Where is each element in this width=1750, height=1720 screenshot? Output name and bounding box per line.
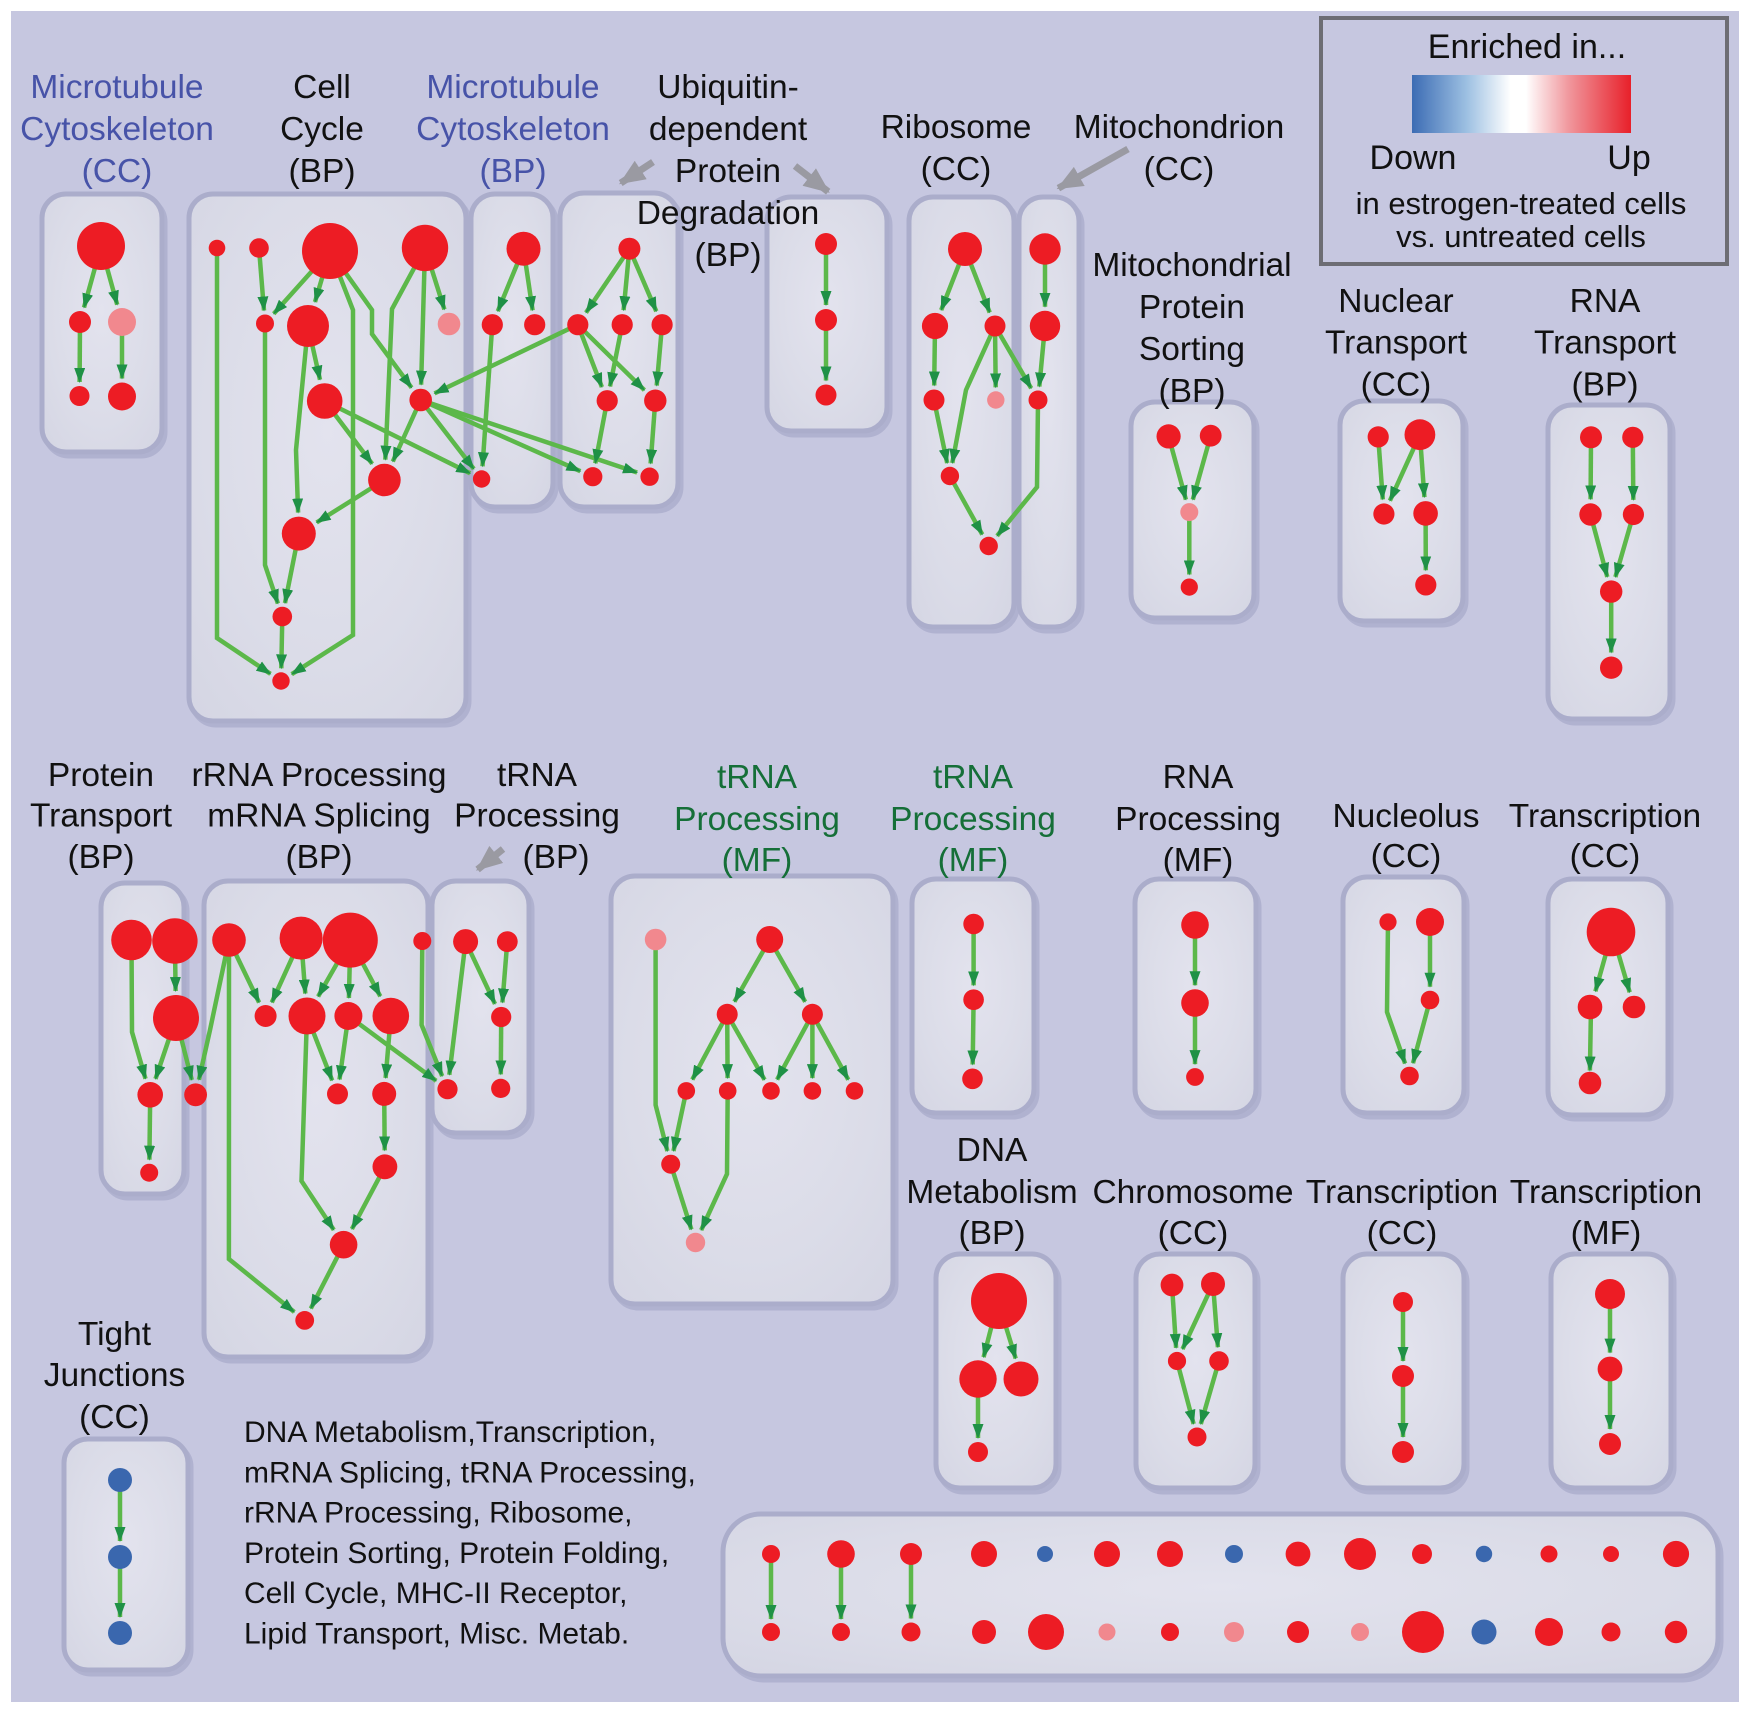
svg-text:rRNA Processing, Ribosome,: rRNA Processing, Ribosome, — [244, 1497, 632, 1530]
svg-text:Tight: Tight — [78, 1316, 152, 1353]
svg-text:Up: Up — [1607, 139, 1650, 177]
svg-text:Degradation: Degradation — [637, 195, 820, 232]
svg-text:Metabolism: Metabolism — [906, 1174, 1077, 1211]
svg-text:(BP): (BP) — [480, 153, 547, 190]
svg-text:Microtubule: Microtubule — [30, 69, 203, 106]
svg-text:Protein: Protein — [1139, 289, 1245, 326]
svg-text:(BP): (BP) — [286, 839, 353, 876]
svg-text:RNA: RNA — [1570, 283, 1641, 320]
svg-text:Transport: Transport — [30, 798, 173, 835]
svg-text:RNA: RNA — [1163, 759, 1234, 796]
svg-text:(MF): (MF) — [1571, 1215, 1642, 1252]
svg-text:Mitochondrion: Mitochondrion — [1074, 109, 1284, 146]
svg-text:rRNA Processing: rRNA Processing — [191, 757, 446, 794]
svg-text:Processing: Processing — [890, 801, 1056, 838]
svg-text:(MF): (MF) — [1163, 842, 1234, 879]
svg-text:Ribosome: Ribosome — [881, 109, 1032, 146]
svg-text:Sorting: Sorting — [1139, 331, 1245, 368]
svg-text:(BP): (BP) — [289, 153, 356, 190]
svg-text:(MF): (MF) — [722, 842, 793, 879]
svg-text:(CC): (CC) — [82, 153, 153, 190]
svg-text:Ubiquitin-: Ubiquitin- — [657, 69, 799, 106]
svg-text:Transport: Transport — [1534, 325, 1677, 362]
svg-text:tRNA: tRNA — [717, 759, 798, 796]
svg-text:(BP): (BP) — [68, 839, 135, 876]
svg-text:DNA Metabolism,Transcription,: DNA Metabolism,Transcription, — [244, 1416, 656, 1449]
svg-text:Down: Down — [1370, 139, 1457, 177]
svg-text:tRNA: tRNA — [933, 759, 1014, 796]
svg-text:(CC): (CC) — [1361, 367, 1432, 404]
svg-text:Transcription: Transcription — [1306, 1174, 1498, 1211]
svg-text:(BP): (BP) — [1159, 373, 1226, 410]
svg-text:Transcription: Transcription — [1509, 798, 1701, 835]
svg-text:Cytoskeleton: Cytoskeleton — [416, 111, 610, 148]
svg-text:mRNA Splicing, tRNA Processing: mRNA Splicing, tRNA Processing, — [244, 1456, 696, 1489]
svg-text:Processing: Processing — [674, 801, 840, 838]
svg-text:(BP): (BP) — [959, 1215, 1026, 1252]
svg-text:(BP): (BP) — [1572, 367, 1639, 404]
svg-text:Transcription: Transcription — [1510, 1174, 1702, 1211]
svg-text:Microtubule: Microtubule — [426, 69, 599, 106]
svg-text:(CC): (CC) — [1144, 151, 1215, 188]
svg-text:(MF): (MF) — [938, 842, 1009, 879]
svg-text:in estrogen-treated cells: in estrogen-treated cells — [1356, 186, 1687, 221]
svg-text:(BP): (BP) — [695, 237, 762, 274]
svg-text:(CC): (CC) — [1570, 838, 1641, 875]
svg-text:DNA: DNA — [957, 1132, 1028, 1169]
svg-text:Protein: Protein — [675, 153, 781, 190]
svg-text:mRNA Splicing: mRNA Splicing — [207, 798, 430, 835]
svg-text:Mitochondrial: Mitochondrial — [1092, 247, 1291, 284]
svg-text:dependent: dependent — [649, 111, 808, 148]
svg-text:tRNA: tRNA — [497, 757, 578, 794]
svg-text:Nuclear: Nuclear — [1338, 283, 1453, 320]
svg-text:Protein Sorting, Protein Foldi: Protein Sorting, Protein Folding, — [244, 1537, 669, 1570]
svg-text:Nucleolus: Nucleolus — [1332, 798, 1479, 835]
svg-text:Cell: Cell — [293, 69, 351, 106]
svg-text:Processing: Processing — [454, 798, 620, 835]
svg-text:(CC): (CC) — [1367, 1215, 1438, 1252]
svg-text:Junctions: Junctions — [44, 1357, 186, 1394]
svg-text:vs. untreated cells: vs. untreated cells — [1396, 219, 1646, 254]
svg-text:Lipid Transport, Misc. Metab.: Lipid Transport, Misc. Metab. — [244, 1618, 629, 1651]
svg-text:Cycle: Cycle — [280, 111, 364, 148]
svg-text:(BP): (BP) — [523, 839, 590, 876]
svg-text:Cytoskeleton: Cytoskeleton — [20, 111, 214, 148]
svg-text:Enriched in...: Enriched in... — [1428, 28, 1626, 66]
svg-text:Chromosome: Chromosome — [1092, 1174, 1293, 1211]
svg-text:(CC): (CC) — [1371, 838, 1442, 875]
svg-text:Transport: Transport — [1325, 325, 1468, 362]
svg-text:(CC): (CC) — [1158, 1215, 1229, 1252]
svg-text:(CC): (CC) — [921, 151, 992, 188]
svg-text:Protein: Protein — [48, 757, 154, 794]
svg-text:Processing: Processing — [1115, 801, 1281, 838]
svg-text:Cell Cycle, MHC-II Receptor,: Cell Cycle, MHC-II Receptor, — [244, 1577, 627, 1610]
svg-text:(CC): (CC) — [79, 1399, 150, 1436]
